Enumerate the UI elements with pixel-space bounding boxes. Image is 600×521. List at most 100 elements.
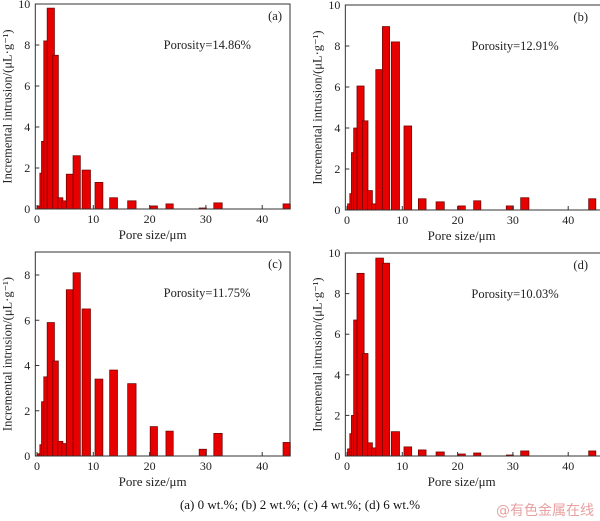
x-tick-label: 40: [256, 212, 268, 226]
x-tick-label: 30: [507, 459, 519, 473]
bar: [282, 203, 291, 210]
bar: [213, 202, 223, 210]
x-axis-title: Pore size/μm: [119, 227, 187, 242]
x-tick-label: 30: [507, 213, 519, 227]
y-tick-label: 6: [24, 313, 30, 327]
porosity-annotation: Porosity=14.86%: [164, 38, 251, 52]
y-tick-label: 6: [24, 79, 30, 93]
bar: [473, 200, 482, 211]
y-tick-label: 4: [24, 120, 30, 134]
y-tick-label: 0: [334, 449, 340, 463]
bar: [588, 450, 597, 457]
x-tick-label: 0: [34, 212, 40, 226]
x-tick-label: 10: [396, 213, 408, 227]
y-tick-label: 0: [24, 449, 30, 463]
y-tick-label: 10: [328, 246, 340, 260]
bar: [52, 54, 59, 210]
bar: [403, 446, 413, 457]
x-tick-label: 20: [452, 213, 464, 227]
bar: [94, 182, 104, 210]
y-axis-title: Incremental intrusion/(μL·g⁻¹): [0, 29, 14, 183]
x-tick-label: 30: [200, 212, 212, 226]
x-tick-label: 0: [34, 459, 40, 473]
x-tick-label: 10: [87, 212, 99, 226]
y-axis-title: Incremental intrusion/(μL·g⁻¹): [310, 277, 324, 431]
bar: [213, 433, 223, 457]
y-tick-label: 8: [24, 268, 30, 282]
bar: [282, 442, 291, 457]
bar: [520, 450, 530, 457]
y-tick-label: 6: [334, 327, 340, 341]
y-tick-label: 4: [24, 359, 30, 373]
plot-frame: [34, 251, 291, 457]
y-tick-label: 10: [328, 0, 340, 12]
bar: [149, 426, 158, 457]
x-tick-label: 20: [144, 459, 156, 473]
bar: [81, 308, 91, 457]
bar: [165, 430, 174, 457]
x-tick-label: 0: [344, 213, 350, 227]
watermark: @有色金属在线: [496, 503, 594, 519]
bar: [505, 205, 514, 211]
y-tick-label: 4: [334, 121, 340, 135]
x-tick-label: 0: [344, 459, 350, 473]
bar: [109, 369, 118, 457]
y-axis-title: Incremental intrusion/(μL·g⁻¹): [0, 277, 14, 431]
y-tick-label: 2: [334, 408, 340, 422]
bar: [109, 197, 118, 210]
x-axis-title: Pore size/μm: [428, 228, 496, 243]
bar: [382, 262, 390, 457]
x-tick-label: 20: [144, 212, 156, 226]
porosity-annotation: Porosity=12.91%: [471, 39, 558, 53]
y-tick-label: 2: [334, 162, 340, 176]
x-tick-label: 10: [87, 459, 99, 473]
bar: [382, 26, 390, 211]
plot-frame: [344, 4, 600, 211]
panel-label: (a): [268, 9, 282, 23]
plot-frame: [34, 3, 291, 210]
x-tick-label: 40: [562, 213, 574, 227]
y-axis-title: Incremental intrusion/(μL·g⁻¹): [310, 30, 324, 184]
bar: [403, 125, 413, 211]
bar: [362, 353, 369, 457]
porosity-annotation: Porosity=10.03%: [471, 287, 558, 301]
y-tick-label: 8: [334, 287, 340, 301]
y-tick-label: 8: [24, 38, 30, 52]
x-axis-title: Pore size/μm: [428, 474, 496, 489]
porosity-annotation: Porosity=11.75%: [164, 286, 251, 300]
bar: [520, 197, 530, 211]
plot-frame: [344, 252, 600, 457]
bar: [435, 451, 445, 457]
x-axis-title: Pore size/μm: [119, 474, 187, 489]
x-tick-label: 20: [452, 459, 464, 473]
bar: [127, 200, 137, 210]
bar: [390, 431, 400, 457]
y-tick-label: 0: [334, 203, 340, 217]
panel-label: (d): [573, 258, 588, 272]
x-tick-label: 40: [256, 459, 268, 473]
x-tick-label: 30: [200, 459, 212, 473]
figure-caption: (a) 0 wt.%; (b) 2 wt.%; (c) 4 wt.%; (d) …: [179, 497, 421, 512]
y-tick-label: 2: [24, 404, 30, 418]
y-tick-label: 10: [18, 0, 30, 11]
y-tick-label: 8: [334, 39, 340, 53]
panel-label: (b): [573, 10, 588, 24]
bar: [417, 198, 427, 211]
y-tick-label: 0: [24, 202, 30, 216]
bar: [390, 41, 400, 211]
bar: [457, 205, 466, 211]
panel-label: (c): [268, 257, 282, 271]
bar: [72, 155, 81, 210]
y-tick-label: 4: [334, 368, 340, 382]
x-tick-label: 10: [396, 459, 408, 473]
bar: [127, 383, 137, 457]
bar: [588, 198, 597, 211]
bar: [72, 272, 81, 457]
bar: [198, 448, 207, 457]
bar: [417, 449, 427, 457]
y-tick-label: 6: [334, 80, 340, 94]
bar: [81, 169, 91, 210]
y-tick-label: 2: [24, 161, 30, 175]
